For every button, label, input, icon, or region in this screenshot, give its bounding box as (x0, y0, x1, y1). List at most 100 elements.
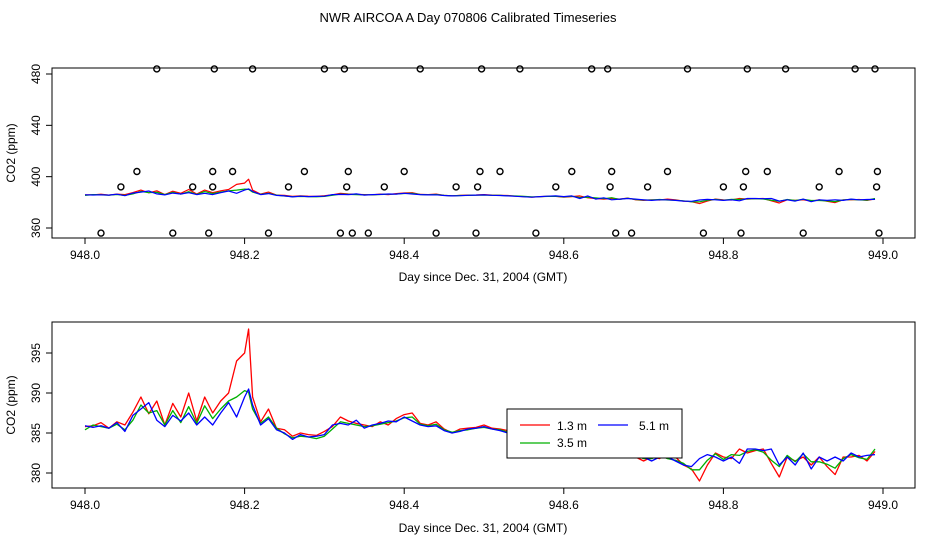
calibration-point (133, 167, 141, 176)
top-x-tick-label: 948.8 (708, 248, 738, 262)
series-line-1-3-m (84, 328, 876, 482)
bottom-x-tick-label: 948.4 (389, 498, 419, 512)
calibration-point (320, 65, 329, 73)
calibration-point (606, 183, 614, 191)
calibration-point (416, 65, 424, 73)
calibration-point (228, 167, 237, 176)
bottom-series-lines (84, 328, 876, 482)
top-series-line-5-1-m (84, 188, 876, 203)
calibration-point (627, 229, 636, 237)
bottom-y-tick-label: 385 (29, 423, 43, 443)
calibration-point (348, 229, 356, 237)
calibration-point (588, 65, 596, 73)
calibration-point (532, 229, 540, 237)
bottom-panel: 948.0 948.2 948.4 948.6 948.8 949.0 380 385 390… (4, 321, 916, 535)
calibration-point (344, 167, 352, 176)
calibration-point (552, 183, 560, 191)
top-x-tick-label: 949.0 (868, 248, 898, 262)
calibration-point (739, 183, 748, 191)
top-x-tick-label: 948.6 (549, 248, 579, 262)
calibration-point (336, 229, 345, 237)
calibration-point (604, 65, 612, 73)
top-x-axis-label: Day since Dec. 31, 2004 (GMT) (399, 270, 568, 284)
calibration-point (117, 183, 125, 191)
bottom-y-axis: 380 385 390 395 (29, 343, 52, 483)
calibration-point (153, 65, 161, 73)
bottom-x-tick-label: 948.0 (70, 498, 100, 512)
legend-label-2: 5.1 m (639, 419, 669, 433)
calibration-point (743, 65, 751, 73)
top-y-axis: 360 400 440 480 (29, 64, 52, 238)
top-y-tick-label: 440 (29, 115, 43, 135)
calibration-point (204, 229, 213, 237)
top-y-tick-label: 480 (29, 64, 43, 84)
bottom-x-axis: 948.0 948.2 948.4 948.6 948.8 949.0 (70, 488, 898, 512)
calibration-point (643, 183, 652, 191)
calibration-point (872, 183, 881, 191)
bottom-plot-frame (51, 321, 916, 489)
top-plot-frame (51, 67, 916, 239)
top-y-axis-label: CO2 (ppm) (4, 123, 18, 182)
legend-label-3: 3.5 m (557, 436, 587, 450)
calibration-point (452, 183, 460, 191)
legend: 1.3 m 3.5 m 5.1 m (506, 408, 683, 459)
calibration-point (496, 167, 504, 176)
calibration-point (343, 183, 351, 191)
calibration-point (699, 229, 708, 237)
calibration-point (608, 167, 616, 176)
bottom-x-tick-label: 949.0 (868, 498, 898, 512)
calibration-point (208, 183, 217, 191)
calibration-point (473, 183, 482, 191)
calibration-point (284, 183, 293, 191)
legend-label-1: 1.3 m (557, 419, 587, 433)
series-line-5-1-m (84, 388, 876, 470)
calibration-point (264, 229, 273, 237)
calibration-point (340, 65, 349, 73)
calibration-point (188, 183, 197, 191)
calibration-point (477, 65, 486, 73)
calibration-point (612, 229, 620, 237)
calibration-point (742, 167, 750, 176)
calibration-point (472, 229, 480, 237)
calibration-point (875, 229, 883, 237)
top-series-lines (84, 178, 876, 205)
top-x-tick-label: 948.0 (70, 248, 100, 262)
calibration-point (763, 167, 771, 176)
bottom-y-tick-label: 395 (29, 343, 43, 363)
calibration-point (248, 65, 257, 73)
calibration-point (835, 167, 843, 176)
top-x-axis: 948.0 948.2 948.4 948.6 948.8 949.0 (70, 238, 898, 262)
top-calibration-points (97, 65, 883, 237)
bottom-y-tick-label: 390 (29, 383, 43, 403)
calibration-point (380, 183, 388, 191)
calibration-point (97, 229, 105, 237)
top-y-tick-label: 400 (29, 166, 43, 186)
bottom-x-axis-label: Day since Dec. 31, 2004 (GMT) (399, 521, 568, 535)
calibration-point (873, 167, 882, 176)
chart-title: NWR AIRCOA A Day 070806 Calibrated Times… (320, 10, 617, 25)
calibration-point (663, 167, 672, 176)
bottom-x-tick-label: 948.6 (549, 498, 579, 512)
calibration-point (476, 167, 484, 176)
calibration-point (871, 65, 879, 73)
calibration-point (208, 167, 217, 176)
top-x-tick-label: 948.2 (230, 248, 260, 262)
calibration-point (169, 229, 177, 237)
top-x-tick-label: 948.4 (389, 248, 419, 262)
calibration-point (210, 65, 219, 73)
calibration-point (851, 65, 859, 73)
top-panel: 948.0 948.2 948.4 948.6 948.8 949.0 360 400 440… (4, 64, 916, 284)
calibration-point (719, 183, 728, 191)
calibration-point (799, 229, 807, 237)
calibration-point (516, 65, 524, 73)
calibration-point (781, 65, 790, 73)
bottom-y-axis-label: CO2 (ppm) (4, 375, 18, 434)
calibration-point (400, 167, 408, 176)
calibration-point (683, 65, 692, 73)
top-y-tick-label: 360 (29, 218, 43, 238)
bottom-y-tick-label: 380 (29, 463, 43, 483)
calibration-point (300, 167, 309, 176)
bottom-x-tick-label: 948.8 (708, 498, 738, 512)
legend-box (506, 408, 683, 459)
